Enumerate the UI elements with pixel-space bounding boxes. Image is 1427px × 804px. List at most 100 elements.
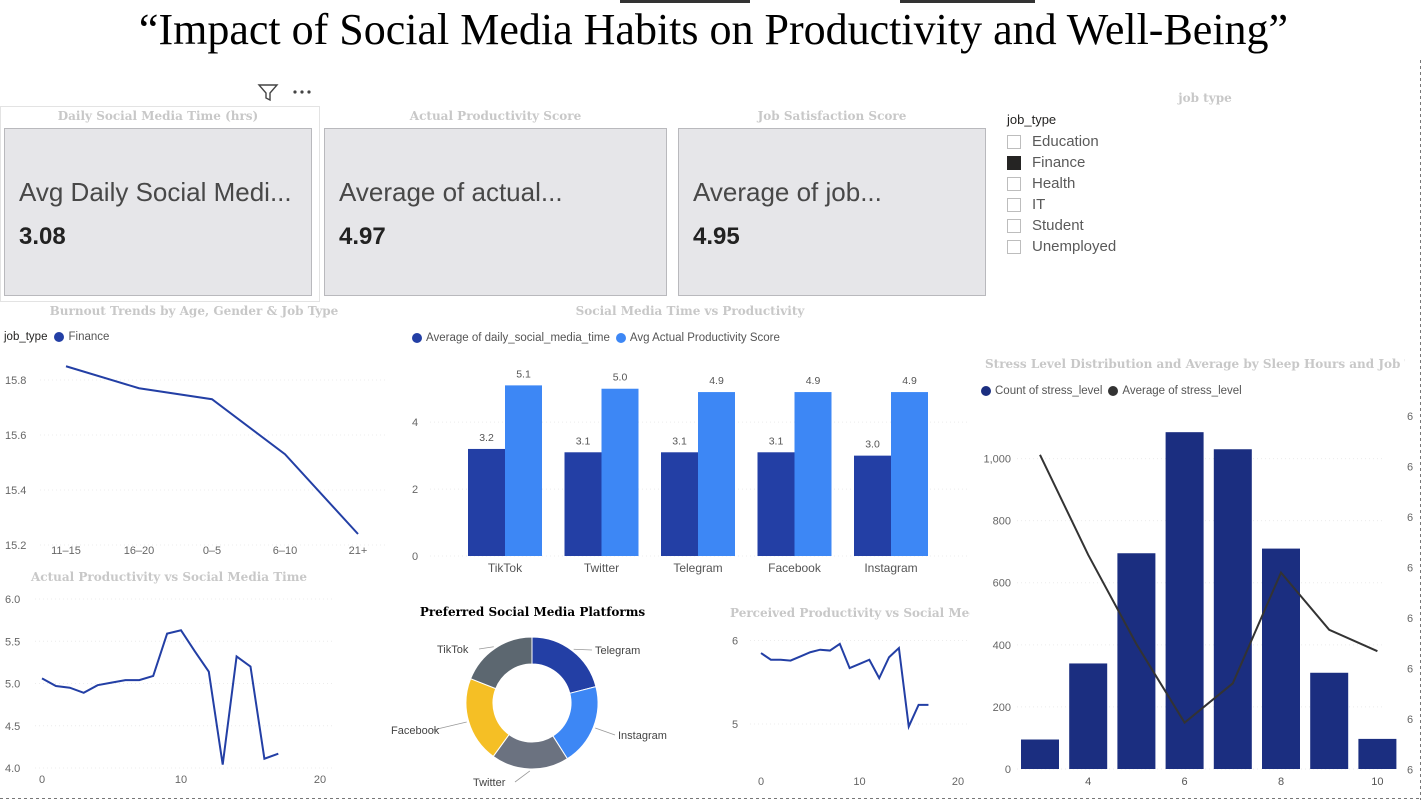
x-tick-label: 6	[1182, 776, 1188, 788]
series-line-average-stress	[1039, 454, 1378, 725]
data-label: 4.9	[902, 375, 917, 387]
legend-label: Finance	[68, 331, 110, 343]
title-frame-mark	[620, 0, 750, 3]
chart-burnout[interactable]: 15.8 15.6 15.4 15.2 11–15 16–20 0–5 6–10 21+	[0, 350, 390, 565]
job-type-slicer: Education Finance Health IT Student Unem…	[1007, 131, 1227, 257]
kpi-card-actual-productivity[interactable]: Average of actual... 4.97	[324, 128, 667, 296]
slicer-item-label: Health	[1032, 175, 1076, 192]
slice-label: Facebook	[391, 725, 440, 737]
legend-sm-vs-productivity: Average of daily_social_media_time Avg A…	[412, 332, 786, 344]
y-tick-label: 4.5	[5, 721, 20, 733]
slicer-item-it[interactable]: IT	[1007, 194, 1227, 215]
filter-icon[interactable]	[256, 82, 280, 102]
leader-line	[514, 770, 531, 783]
kpi-card-social-media-time[interactable]: Avg Daily Social Medi... 3.08	[4, 128, 312, 296]
chart-sm-vs-productivity[interactable]: 4 2 0 3.2 5.1 TikTok 3.1 5.0 Twitter 3.1 4.9 Telegr…	[400, 352, 975, 582]
x-tick-label: 21+	[349, 545, 368, 557]
legend-title: job_type	[4, 331, 48, 343]
x-tick-label: Telegram	[673, 561, 722, 575]
chart-title-platforms: Preferred Social Media Platforms	[419, 605, 646, 619]
y-tick-label: 1,000	[983, 454, 1011, 466]
x-tick-label: 10	[1371, 776, 1383, 788]
data-label: 4.9	[806, 375, 821, 387]
slicer-item-unemployed[interactable]: Unemployed	[1007, 236, 1227, 257]
checkbox[interactable]	[1007, 134, 1021, 149]
data-label: 3.1	[672, 435, 687, 447]
y2-tick-label: 6	[1407, 512, 1413, 524]
y-tick-label: 400	[993, 640, 1011, 652]
bar-tiktok-productivity	[505, 385, 542, 556]
x-tick-label: 20	[952, 776, 964, 788]
bar-telegram-time	[661, 452, 698, 556]
data-label: 4.9	[709, 375, 724, 387]
series-line-actual-productivity	[41, 629, 279, 765]
leader-line	[573, 648, 593, 651]
y-tick-label: 4	[412, 417, 418, 429]
canvas-border	[1420, 60, 1421, 800]
data-label: 5.0	[613, 372, 628, 384]
kpi-label: Avg Daily Social Medi...	[19, 177, 292, 207]
x-tick-label: Facebook	[768, 561, 822, 575]
y2-tick-label: 6	[1407, 411, 1413, 423]
bar-sleep-9	[1310, 672, 1349, 769]
x-tick-label: 0	[758, 776, 764, 788]
card-title: Actual Productivity Score	[409, 109, 582, 123]
x-tick-label: 10	[853, 776, 865, 788]
legend-item-average-stress[interactable]: Average of stress_level	[1108, 385, 1242, 397]
checkbox[interactable]	[1007, 239, 1021, 254]
checkbox[interactable]	[1007, 197, 1021, 212]
legend-dot	[981, 386, 991, 396]
checkbox[interactable]	[1007, 176, 1021, 191]
canvas-border	[0, 798, 1420, 799]
data-label: 3.1	[576, 435, 591, 447]
leader-line	[478, 646, 494, 650]
kpi-value: 4.97	[339, 223, 386, 250]
slicer-item-label: Finance	[1032, 154, 1086, 171]
kpi-label: Average of job...	[693, 177, 882, 207]
report-title: “Impact of Social Media Habits on Produc…	[138, 5, 1289, 54]
slicer-item-education[interactable]: Education	[1007, 131, 1227, 152]
bar-instagram-productivity	[891, 392, 928, 556]
data-label: 3.1	[769, 435, 784, 447]
chart-title-stress: Stress Level Distribution and Average by…	[985, 357, 1405, 371]
y-tick-label: 15.8	[5, 375, 26, 387]
chart-stress[interactable]: 1,000 800 600 400 200 0 6 6 6 6 6 6 6 6 4 6 8 10	[975, 402, 1420, 797]
series-line-perceived-productivity	[760, 642, 929, 731]
chart-actual-vs-sm[interactable]: 6.0 5.5 5.0 4.5 4.0 0 10 20	[0, 585, 345, 790]
chart-title-sm-vs-productivity: Social Media Time vs Productivity	[575, 304, 805, 318]
slicer-item-finance[interactable]: Finance	[1007, 152, 1227, 173]
legend-label: Avg Actual Productivity Score	[629, 332, 780, 344]
bar-sleep-5	[1117, 553, 1156, 769]
legend-item-daily-time[interactable]: Average of daily_social_media_time	[412, 332, 610, 344]
chart-perceived-vs-sm[interactable]: 6 5 0 10 20	[720, 622, 975, 792]
more-options-icon[interactable]	[291, 82, 315, 102]
legend-label: Count of stress_level	[995, 385, 1103, 397]
bar-twitter-productivity	[601, 388, 639, 556]
bar-sleep-10	[1358, 738, 1397, 769]
legend-item-productivity[interactable]: Avg Actual Productivity Score	[615, 332, 780, 344]
legend-label: Average of stress_level	[1122, 385, 1242, 397]
x-tick-label: Twitter	[584, 561, 619, 575]
bar-facebook-time	[757, 452, 795, 556]
leader-line	[432, 721, 467, 731]
chart-platforms[interactable]: Telegram Instagram Twitter Facebook TikTok	[385, 625, 695, 795]
y2-tick-label: 6	[1407, 765, 1413, 777]
y-tick-label: 5	[732, 719, 738, 731]
y-tick-label: 0	[412, 551, 418, 563]
legend-item-count-stress[interactable]: Count of stress_level	[981, 385, 1102, 397]
slicer-item-health[interactable]: Health	[1007, 173, 1227, 194]
focused-visual-outline	[0, 106, 320, 302]
slicer-item-student[interactable]: Student	[1007, 215, 1227, 236]
x-tick-label: Instagram	[864, 561, 917, 575]
kpi-card-job-satisfaction[interactable]: Average of job... 4.95	[678, 128, 986, 296]
y-tick-label: 600	[993, 578, 1011, 590]
slice-label: Instagram	[618, 730, 667, 742]
bar-tiktok-time	[468, 448, 505, 556]
checkbox[interactable]	[1007, 218, 1021, 233]
kpi-label: Average of actual...	[339, 177, 563, 207]
title-frame-mark	[900, 0, 1035, 3]
slicer-item-label: Unemployed	[1032, 238, 1117, 255]
bar-facebook-productivity	[794, 392, 832, 556]
checkbox-checked[interactable]	[1007, 155, 1021, 170]
legend-item-finance[interactable]: Finance	[54, 331, 109, 343]
